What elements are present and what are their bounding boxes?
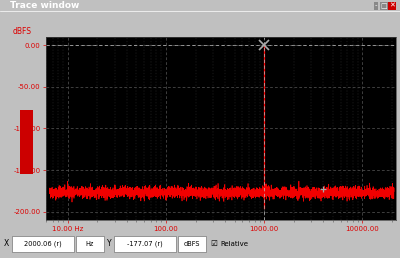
Text: X: X [4, 239, 9, 248]
Text: Trace window: Trace window [10, 1, 79, 10]
FancyBboxPatch shape [12, 236, 74, 252]
FancyBboxPatch shape [178, 236, 206, 252]
Text: ☑: ☑ [210, 239, 217, 248]
Text: ✕: ✕ [389, 3, 395, 9]
Bar [20, 110, 33, 174]
FancyBboxPatch shape [114, 236, 176, 252]
Text: 2000.06 (r): 2000.06 (r) [24, 240, 62, 247]
FancyBboxPatch shape [76, 236, 104, 252]
Text: Relative: Relative [220, 241, 248, 247]
Text: -177.07 (r): -177.07 (r) [127, 240, 163, 247]
Text: Hz: Hz [86, 241, 94, 247]
Text: □: □ [381, 3, 387, 9]
Text: -: - [375, 3, 377, 9]
Text: dBFS: dBFS [184, 241, 200, 247]
Text: Y: Y [107, 239, 112, 248]
Text: dBFS: dBFS [13, 27, 32, 36]
